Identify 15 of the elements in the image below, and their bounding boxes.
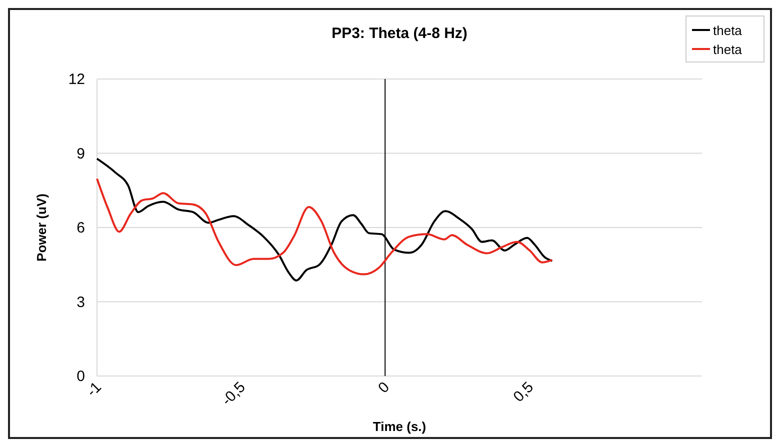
x-tick-label: 0 [375,378,393,397]
x-tick-label: -1 [83,378,105,400]
legend-label: theta [713,42,743,57]
chart-title: PP3: Theta (4-8 Hz) [332,25,468,42]
x-tick-label: -0,5 [218,378,249,410]
y-tick-label: 3 [76,294,85,311]
y-tick-label: 12 [68,71,85,88]
y-tick-label: 6 [76,220,85,236]
line-series [96,178,554,276]
legend-label: theta [713,23,743,38]
x-axis-title: Time (s.) [372,419,426,434]
x-tick-label: 0,5 [510,378,537,406]
y-tick-label: 9 [76,145,85,162]
y-tick-label: 0 [76,368,85,385]
y-axis-title: Power (uV) [34,194,49,262]
